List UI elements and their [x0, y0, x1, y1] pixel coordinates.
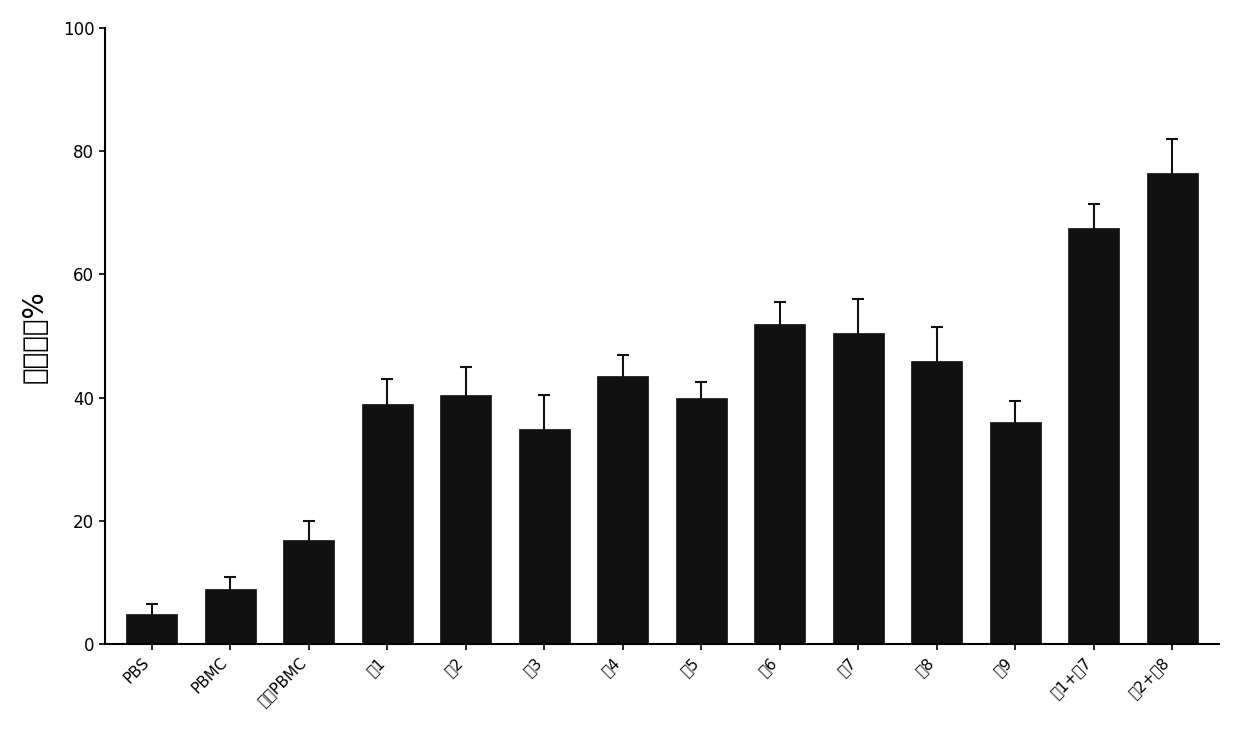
- Bar: [126, 614, 177, 645]
- Bar: [598, 376, 649, 645]
- Bar: [990, 423, 1040, 645]
- Bar: [676, 398, 727, 645]
- Bar: [518, 429, 569, 645]
- Y-axis label: 杀伤活性%: 杀伤活性%: [21, 290, 48, 383]
- Bar: [754, 324, 805, 645]
- Bar: [1147, 173, 1198, 645]
- Bar: [362, 404, 413, 645]
- Bar: [283, 539, 335, 645]
- Bar: [205, 589, 255, 645]
- Bar: [1068, 228, 1120, 645]
- Bar: [440, 395, 491, 645]
- Bar: [911, 361, 962, 645]
- Bar: [832, 333, 884, 645]
